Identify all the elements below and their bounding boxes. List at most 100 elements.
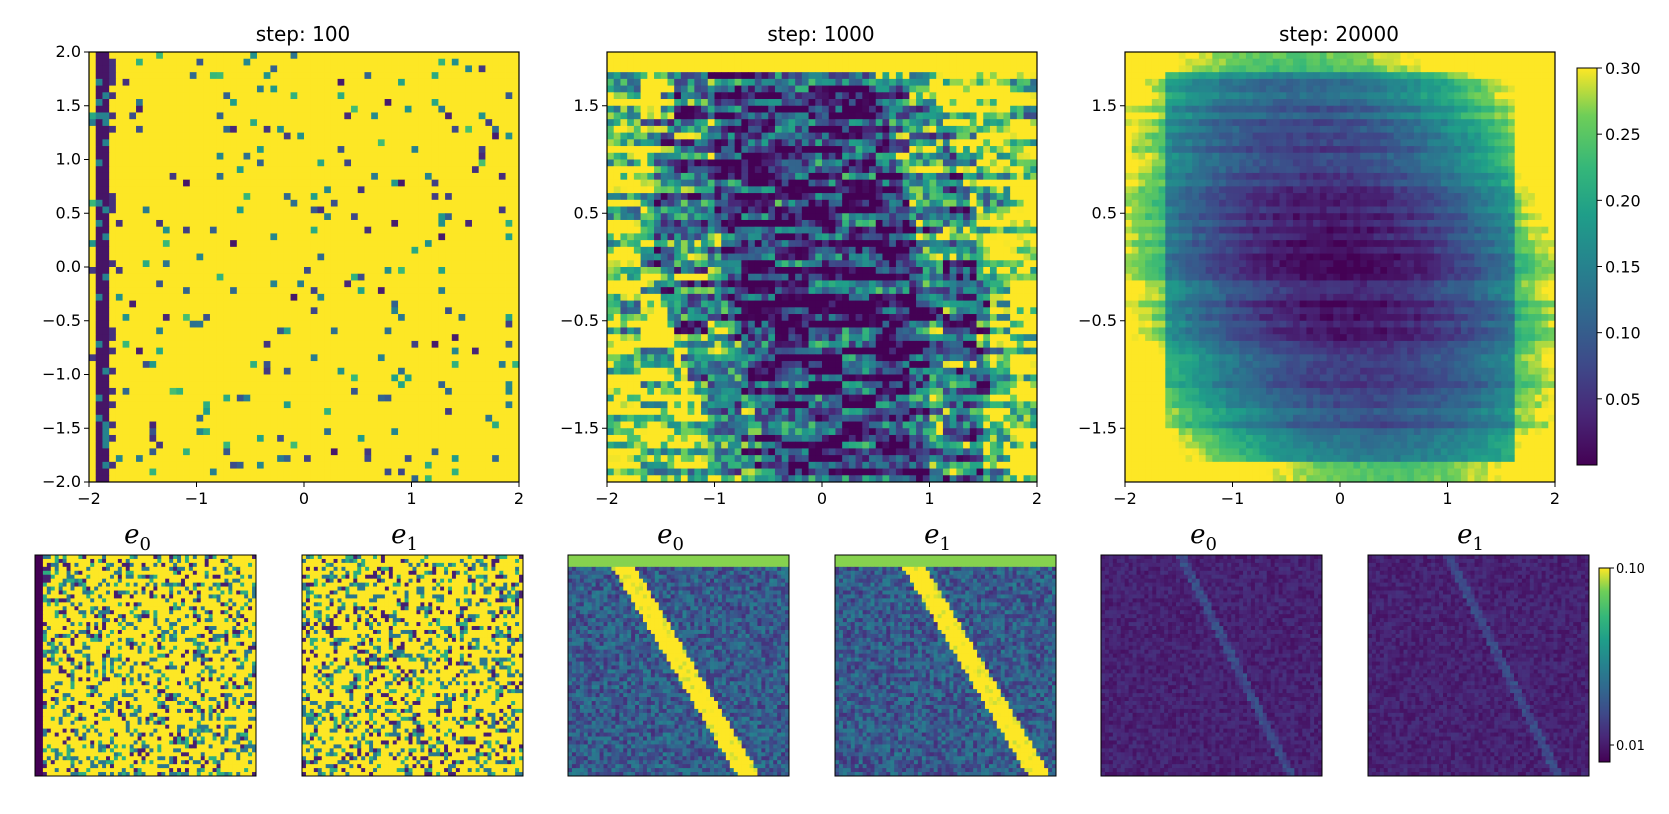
heatmap-cell bbox=[735, 112, 742, 119]
heatmap-cell bbox=[674, 112, 681, 119]
heatmap-cell bbox=[89, 375, 96, 382]
heatmap-cell bbox=[499, 435, 506, 442]
heatmap-cell bbox=[997, 65, 1004, 72]
heatmap-cell bbox=[378, 435, 385, 442]
heatmap-cell bbox=[277, 153, 284, 160]
heatmap-cell bbox=[338, 72, 345, 79]
heatmap-cell bbox=[694, 52, 701, 59]
heatmap-cell bbox=[156, 260, 163, 267]
heatmap-cell bbox=[304, 475, 311, 482]
heatmap-cell bbox=[492, 415, 499, 422]
heatmap-cell bbox=[715, 92, 722, 99]
heatmap-cell bbox=[123, 415, 130, 422]
heatmap-cell bbox=[116, 354, 123, 361]
heatmap-cell bbox=[338, 469, 345, 476]
heatmap-cell bbox=[741, 52, 748, 59]
heatmap-cell bbox=[499, 348, 506, 355]
heatmap-cell bbox=[143, 408, 150, 415]
heatmap-cell bbox=[647, 112, 654, 119]
heatmap-cell bbox=[291, 139, 298, 146]
heatmap-cell bbox=[755, 106, 762, 113]
heatmap-cell bbox=[250, 348, 257, 355]
heatmap-cell bbox=[163, 401, 170, 408]
heatmap-cell bbox=[445, 146, 452, 153]
heatmap-cell bbox=[284, 422, 291, 429]
heatmap-cell bbox=[391, 146, 398, 153]
heatmap-cell bbox=[176, 448, 183, 455]
heatmap-cell bbox=[230, 448, 237, 455]
heatmap-cell bbox=[257, 415, 264, 422]
heatmap-cell bbox=[123, 106, 130, 113]
heatmap-cell bbox=[371, 65, 378, 72]
heatmap-cell bbox=[163, 52, 170, 59]
heatmap-cell bbox=[102, 139, 109, 146]
heatmap-cell bbox=[197, 166, 204, 173]
heatmap-cell bbox=[324, 173, 331, 180]
heatmap-cell bbox=[109, 247, 116, 254]
heatmap-cell bbox=[217, 173, 224, 180]
heatmap-cell bbox=[136, 126, 143, 133]
heatmap-cell bbox=[492, 193, 499, 200]
heatmap-cell bbox=[983, 133, 990, 140]
heatmap-cell bbox=[190, 422, 197, 429]
heatmap-cell bbox=[338, 274, 345, 281]
heatmap-cell bbox=[398, 368, 405, 375]
heatmap-cell bbox=[465, 79, 472, 86]
heatmap-cell bbox=[667, 72, 674, 79]
heatmap-cell bbox=[479, 193, 486, 200]
heatmap-cell bbox=[412, 173, 419, 180]
heatmap-cell bbox=[916, 72, 923, 79]
heatmap-cell bbox=[291, 341, 298, 348]
heatmap-cell bbox=[351, 166, 358, 173]
heatmap-cell bbox=[176, 301, 183, 308]
heatmap-cell bbox=[432, 388, 439, 395]
heatmap-cell bbox=[512, 193, 519, 200]
heatmap-cell bbox=[398, 435, 405, 442]
heatmap-cell bbox=[291, 435, 298, 442]
heatmap-cell bbox=[244, 287, 251, 294]
heatmap-cell bbox=[183, 112, 190, 119]
heatmap-cell bbox=[190, 99, 197, 106]
heatmap-cell bbox=[809, 52, 816, 59]
heatmap-cell bbox=[479, 321, 486, 328]
heatmap-cell bbox=[317, 160, 324, 167]
heatmap-cell bbox=[963, 106, 970, 113]
heatmap-cell bbox=[163, 72, 170, 79]
heatmap-cell bbox=[230, 233, 237, 240]
heatmap-cell bbox=[176, 469, 183, 476]
heatmap-cell bbox=[170, 92, 177, 99]
heatmap-cell bbox=[324, 59, 331, 66]
heatmap-cell bbox=[775, 99, 782, 106]
heatmap-cell bbox=[479, 280, 486, 287]
heatmap-cell bbox=[102, 462, 109, 469]
heatmap-cell bbox=[223, 153, 230, 160]
heatmap-cell bbox=[270, 166, 277, 173]
heatmap-cell bbox=[485, 200, 492, 207]
heatmap-cell bbox=[398, 462, 405, 469]
heatmap-cell bbox=[156, 52, 163, 59]
heatmap-cell bbox=[418, 227, 425, 234]
heatmap-cell bbox=[499, 361, 506, 368]
heatmap-cell bbox=[156, 233, 163, 240]
heatmap-cell bbox=[217, 435, 224, 442]
heatmap-cell bbox=[102, 354, 109, 361]
heatmap-cell bbox=[405, 475, 412, 482]
heatmap-cell bbox=[506, 469, 513, 476]
heatmap-cell bbox=[304, 469, 311, 476]
heatmap-cell bbox=[136, 166, 143, 173]
heatmap-cell bbox=[183, 294, 190, 301]
heatmap-cell bbox=[956, 106, 963, 113]
heatmap-cell bbox=[378, 126, 385, 133]
heatmap-cell bbox=[479, 139, 486, 146]
heatmap-cell bbox=[661, 119, 668, 126]
heatmap-cell bbox=[176, 428, 183, 435]
heatmap-cell bbox=[109, 415, 116, 422]
heatmap-cell bbox=[170, 213, 177, 220]
heatmap-cell bbox=[485, 307, 492, 314]
heatmap-cell bbox=[109, 368, 116, 375]
heatmap-cell bbox=[512, 375, 519, 382]
heatmap-cell bbox=[230, 106, 237, 113]
heatmap-cell bbox=[432, 287, 439, 294]
heatmap-cell bbox=[371, 207, 378, 214]
heatmap-cell bbox=[338, 99, 345, 106]
